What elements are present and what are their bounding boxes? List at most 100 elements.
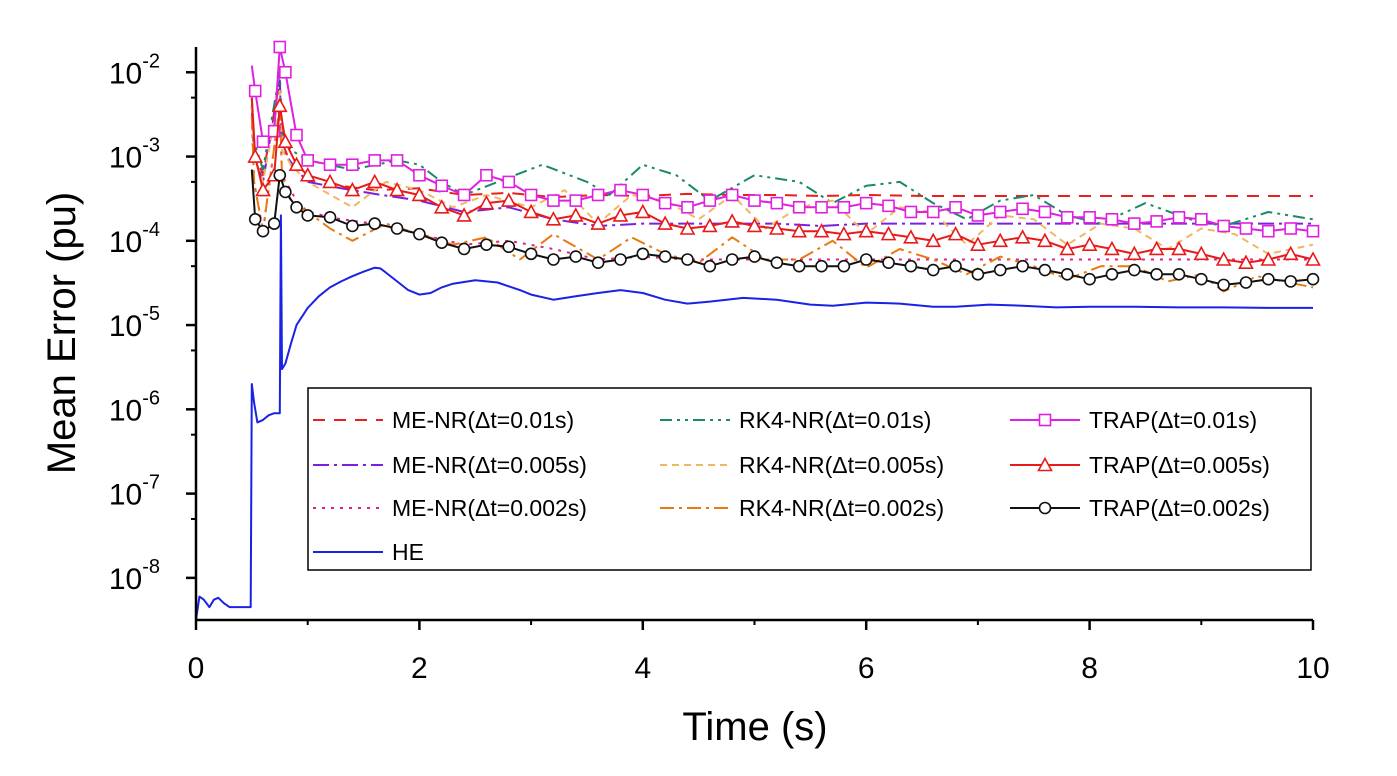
data-point xyxy=(993,263,1007,277)
data-point xyxy=(903,229,919,244)
data-point xyxy=(502,175,516,189)
data-point xyxy=(435,236,449,249)
data-point xyxy=(1060,211,1074,224)
data-point xyxy=(344,181,361,197)
data-point xyxy=(390,154,404,167)
data-point xyxy=(725,253,739,266)
data-point xyxy=(290,200,303,214)
data-point xyxy=(346,158,359,172)
data-point xyxy=(904,205,918,219)
data-point xyxy=(925,232,942,248)
data-point xyxy=(1282,245,1299,261)
data-point xyxy=(703,259,717,273)
data-point xyxy=(770,196,784,210)
data-point xyxy=(1037,232,1053,248)
data-point xyxy=(792,200,806,214)
data-point xyxy=(591,188,605,202)
legend-label: TRAP(Δt=0.01s) xyxy=(1089,407,1257,433)
legend-entry: TRAP(Δt=0.002s) xyxy=(1010,495,1270,521)
legend-box xyxy=(307,387,1312,571)
legend-label: TRAP(Δt=0.005s) xyxy=(1089,452,1270,478)
data-point xyxy=(248,212,262,226)
series-6 xyxy=(248,40,1320,238)
data-point xyxy=(279,185,292,199)
data-point xyxy=(1127,263,1141,277)
data-point xyxy=(323,211,337,224)
data-point xyxy=(882,199,895,213)
data-point xyxy=(288,156,305,172)
data-point xyxy=(813,223,830,238)
data-point xyxy=(1284,275,1297,288)
legend-entry: ME-NR(Δt=0.01s) xyxy=(313,407,574,433)
data-point xyxy=(746,217,763,233)
data-point xyxy=(279,65,292,79)
data-point xyxy=(433,199,450,214)
data-point xyxy=(390,222,404,235)
data-point xyxy=(1105,268,1119,281)
data-point xyxy=(256,224,270,238)
data-point xyxy=(1217,219,1230,233)
legend-label: ME-NR(Δt=0.01s) xyxy=(392,407,574,433)
data-point xyxy=(636,188,650,202)
data-point xyxy=(301,154,315,167)
x-tick-label: 0 xyxy=(188,652,205,685)
legend-marker xyxy=(1038,501,1052,515)
data-point xyxy=(748,250,761,263)
data-point xyxy=(657,215,673,230)
data-point xyxy=(368,154,382,167)
data-point xyxy=(1262,224,1275,238)
legend-label: TRAP(Δt=0.002s) xyxy=(1089,495,1270,521)
data-point xyxy=(457,188,471,202)
data-point xyxy=(1238,254,1254,269)
data-point xyxy=(724,213,741,228)
data-point xyxy=(299,167,316,182)
series-7 xyxy=(247,97,1321,269)
data-point xyxy=(267,124,281,138)
series-2 xyxy=(250,104,1313,261)
data-point xyxy=(971,268,985,281)
data-point xyxy=(1193,245,1210,261)
data-point xyxy=(480,168,493,182)
data-point xyxy=(366,173,383,189)
y-tick-label: 10-5 xyxy=(109,303,160,343)
data-point xyxy=(255,181,271,197)
data-point xyxy=(524,247,538,261)
legend-entry: RK4-NR(Δt=0.002s) xyxy=(660,495,944,521)
data-point xyxy=(590,215,606,230)
data-point xyxy=(681,200,694,214)
data-point xyxy=(267,217,281,230)
data-point xyxy=(1148,240,1165,256)
data-point xyxy=(1038,205,1052,219)
data-point xyxy=(904,259,918,273)
data-point xyxy=(1306,272,1320,286)
legend-label: ME-NR(Δt=0.005s) xyxy=(392,452,587,478)
data-point xyxy=(567,207,584,222)
data-point xyxy=(1016,259,1029,273)
data-point xyxy=(1262,272,1275,286)
data-point xyxy=(413,227,426,241)
x-axis-title: Time (s) xyxy=(682,705,827,749)
legend-label: ME-NR(Δt=0.002s) xyxy=(392,495,587,521)
data-point xyxy=(1126,245,1143,261)
legend-entry: HE xyxy=(313,539,424,565)
legend-label: HE xyxy=(392,539,424,565)
data-point xyxy=(523,203,539,219)
data-point xyxy=(411,186,428,202)
data-point xyxy=(569,194,583,207)
data-point xyxy=(1060,268,1074,281)
data-point xyxy=(569,250,583,263)
data-point xyxy=(322,173,338,189)
data-point xyxy=(456,207,472,222)
y-tick-label: 10-4 xyxy=(109,219,160,259)
data-point xyxy=(815,200,828,214)
data-point xyxy=(256,135,270,149)
legend-entry: RK4-NR(Δt=0.005s) xyxy=(660,452,944,478)
data-point xyxy=(815,259,828,273)
data-point xyxy=(273,168,287,182)
data-point xyxy=(970,236,986,251)
data-point xyxy=(1306,224,1320,238)
data-point xyxy=(368,217,382,230)
data-point xyxy=(947,225,964,241)
data-point xyxy=(1195,212,1208,226)
